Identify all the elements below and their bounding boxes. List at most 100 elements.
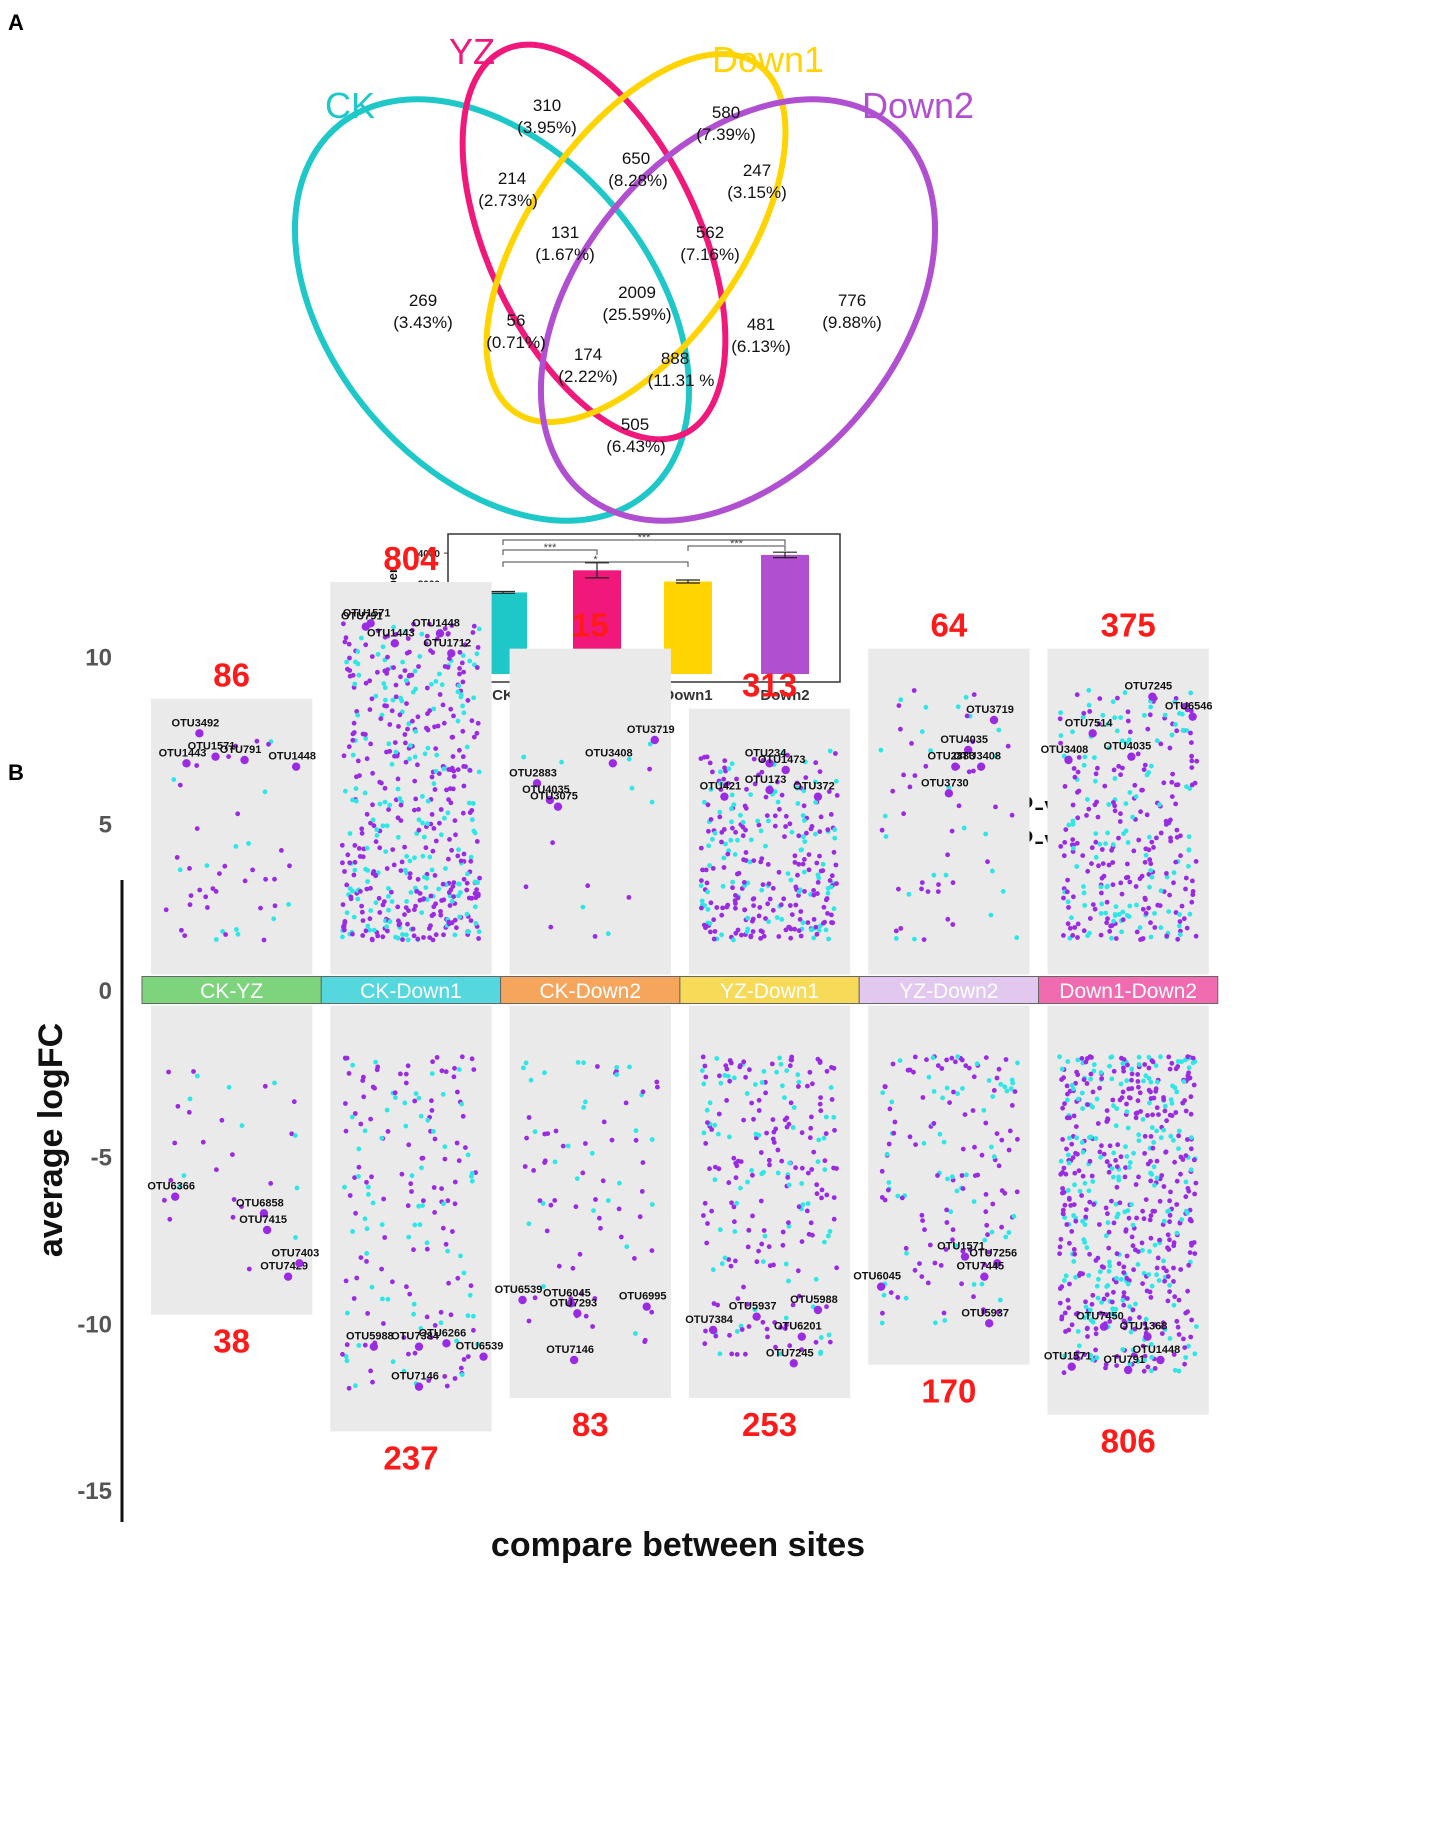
point-significant	[341, 923, 347, 928]
point-nonsignificant	[352, 681, 358, 687]
point-nonsignificant	[356, 672, 362, 678]
point-significant	[172, 1140, 178, 1146]
point-nonsignificant	[420, 853, 426, 859]
point-nonsignificant	[469, 817, 475, 823]
point-significant	[817, 829, 823, 834]
point-significant	[361, 1074, 366, 1080]
point-significant	[412, 807, 417, 813]
point-labeled	[720, 792, 729, 801]
point-nonsignificant	[801, 788, 807, 794]
point-nonsignificant	[1002, 1084, 1008, 1090]
point-nonsignificant	[783, 1261, 789, 1267]
point-significant	[459, 660, 465, 666]
point-nonsignificant	[353, 1383, 358, 1389]
point-significant	[343, 1128, 349, 1134]
point-significant	[616, 1206, 622, 1212]
point-nonsignificant	[1137, 925, 1143, 930]
point-significant	[409, 1189, 414, 1194]
point-significant	[1121, 1290, 1127, 1295]
point-significant	[410, 718, 415, 724]
point-labeled	[752, 1312, 761, 1321]
point-significant	[385, 1129, 391, 1134]
point-nonsignificant	[464, 744, 470, 750]
point-nonsignificant	[1168, 1133, 1174, 1139]
point-significant	[1073, 1311, 1079, 1317]
point-significant	[1187, 1216, 1193, 1222]
point-significant	[416, 807, 421, 812]
point-significant	[445, 631, 451, 637]
point-nonsignificant	[744, 1091, 750, 1096]
point-significant	[1183, 1108, 1189, 1114]
point-nonsignificant	[1095, 1295, 1101, 1301]
point-significant	[796, 833, 802, 839]
point-nonsignificant	[997, 1297, 1003, 1303]
point-label: OTU3408	[953, 751, 1001, 763]
point-significant	[959, 1057, 965, 1063]
point-nonsignificant	[882, 813, 888, 819]
point-nonsignificant	[734, 1329, 740, 1334]
point-nonsignificant	[581, 1105, 587, 1110]
point-significant	[1064, 1222, 1070, 1227]
point-nonsignificant	[1127, 1164, 1132, 1170]
point-nonsignificant	[729, 761, 735, 767]
point-significant	[642, 1337, 648, 1343]
point-label: OTU421	[700, 781, 742, 793]
point-nonsignificant	[351, 914, 357, 920]
point-nonsignificant	[1158, 888, 1164, 894]
point-nonsignificant	[730, 879, 735, 885]
point-labeled	[960, 1252, 970, 1261]
point-significant	[1167, 1212, 1173, 1218]
point-nonsignificant	[1158, 925, 1164, 930]
point-significant	[1125, 861, 1130, 867]
point-significant	[448, 706, 454, 712]
panel-box-up	[868, 648, 1030, 975]
point-nonsignificant	[964, 1172, 969, 1178]
point-significant	[434, 636, 440, 642]
point-nonsignificant	[404, 853, 409, 859]
point-nonsignificant	[1181, 1079, 1187, 1084]
point-nonsignificant	[795, 1072, 801, 1078]
point-significant	[424, 633, 430, 639]
point-significant	[263, 876, 268, 882]
point-nonsignificant	[521, 754, 527, 760]
point-nonsignificant	[433, 768, 439, 774]
point-significant	[885, 1187, 891, 1193]
point-significant	[406, 1142, 412, 1148]
point-significant	[1146, 1065, 1152, 1071]
point-nonsignificant	[731, 802, 737, 807]
point-nonsignificant	[1170, 1083, 1175, 1089]
point-significant	[1081, 928, 1087, 934]
point-significant	[724, 1098, 729, 1103]
point-significant	[437, 820, 442, 826]
point-nonsignificant	[1143, 852, 1149, 858]
point-significant	[833, 862, 839, 868]
point-significant	[1179, 903, 1185, 909]
point-significant	[1079, 1193, 1084, 1198]
point-nonsignificant	[946, 785, 952, 791]
point-significant	[542, 1158, 548, 1164]
point-significant	[1088, 1071, 1094, 1077]
point-significant	[474, 887, 479, 892]
point-significant	[972, 1144, 977, 1150]
point-significant	[352, 1111, 358, 1116]
point-nonsignificant	[1121, 831, 1126, 836]
point-nonsignificant	[991, 1154, 997, 1160]
point-significant	[441, 932, 446, 938]
point-nonsignificant	[649, 799, 655, 805]
point-nonsignificant	[459, 1372, 465, 1377]
point-nonsignificant	[752, 1307, 758, 1313]
point-significant	[351, 720, 357, 726]
point-significant	[1062, 1202, 1068, 1208]
point-significant	[891, 1130, 897, 1136]
point-significant	[451, 713, 456, 719]
point-significant	[647, 766, 652, 772]
point-significant	[1119, 891, 1125, 897]
point-significant	[717, 1073, 722, 1079]
point-nonsignificant	[589, 1150, 595, 1156]
point-significant	[829, 873, 835, 879]
point-nonsignificant	[472, 904, 478, 910]
point-significant	[1081, 1077, 1087, 1083]
up-count-label: 375	[1101, 607, 1156, 644]
point-nonsignificant	[411, 1301, 417, 1307]
point-nonsignificant	[1128, 1329, 1134, 1335]
